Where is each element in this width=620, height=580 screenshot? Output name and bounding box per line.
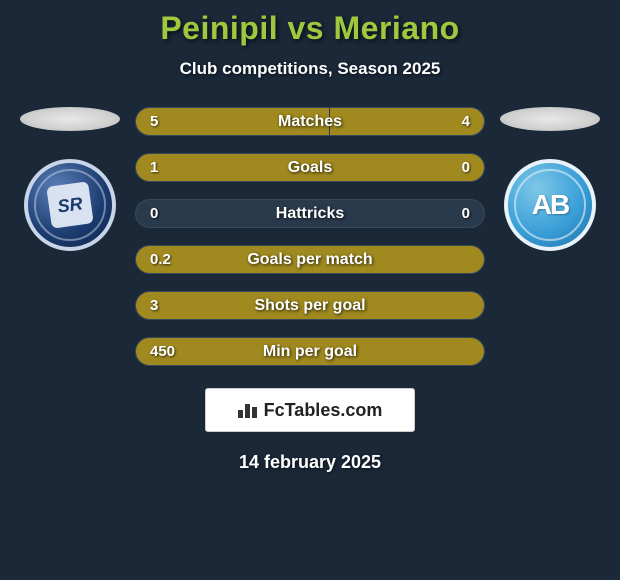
stat-label: Hattricks [276,205,344,223]
stat-value-left: 0.2 [150,251,171,268]
stat-row: 450 Min per goal [135,337,485,366]
bar-fill-right [397,154,484,181]
stat-value-right: 0 [462,205,470,222]
date-label: 14 february 2025 [0,452,620,473]
stat-value-left: 3 [150,297,158,314]
stat-value-left: 1 [150,159,158,176]
stat-row: 1 0 Goals [135,153,485,182]
main-row: SR 5 4 Matches 1 0 Goals 0 0 Hattricks 0.2 Goals p… [0,107,620,366]
page-title: Peinipil vs Meriano [0,10,620,47]
stats-card: Peinipil vs Meriano Club competitions, S… [0,0,620,580]
stat-bars: 5 4 Matches 1 0 Goals 0 0 Hattricks 0.2 Goals per … [135,107,485,366]
stat-row: 5 4 Matches [135,107,485,136]
stat-value-left: 450 [150,343,175,360]
left-team-column: SR [15,107,125,251]
shadow-ellipse [20,107,120,131]
brand-text: FcTables.com [264,400,383,421]
stat-label: Min per goal [263,343,357,361]
bar-fill-left [136,154,397,181]
stat-label: Goals per match [247,251,372,269]
right-team-crest: AB [504,159,596,251]
shadow-ellipse [500,107,600,131]
stat-value-right: 4 [462,113,470,130]
subtitle: Club competitions, Season 2025 [0,59,620,79]
stat-row: 3 Shots per goal [135,291,485,320]
stat-label: Goals [288,159,332,177]
brand-badge[interactable]: FcTables.com [205,388,415,432]
stat-value-right: 0 [462,159,470,176]
stat-row: 0.2 Goals per match [135,245,485,274]
stat-label: Shots per goal [254,297,365,315]
right-team-column: AB [495,107,605,251]
bars-icon [238,402,258,418]
left-crest-initials: SR [46,181,93,228]
left-team-crest: SR [24,159,116,251]
right-crest-initials: AB [532,189,568,221]
stat-label: Matches [278,113,342,131]
stat-value-left: 5 [150,113,158,130]
stat-row: 0 0 Hattricks [135,199,485,228]
stat-value-left: 0 [150,205,158,222]
